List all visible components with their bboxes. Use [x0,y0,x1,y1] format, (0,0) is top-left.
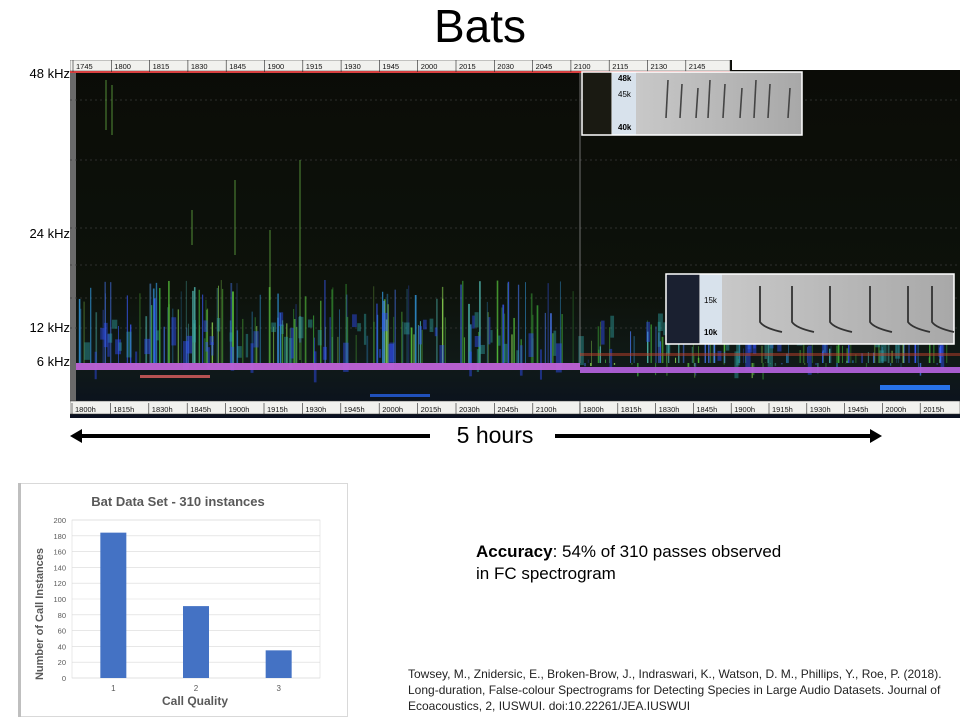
time-tick-label: 1915 [306,62,323,71]
band-6khz [76,363,580,370]
time-tick-label: 2015h [923,405,944,414]
slide-title: Bats [433,0,527,52]
time-tick-label: 2130 [651,62,668,71]
accuracy-text: : 54% of 310 passes observed in FC spect… [476,542,782,583]
time-tick-label: 1845h [190,405,211,414]
y-tick-label: 0 [62,674,66,683]
time-tick-label: 2030h [459,405,480,414]
time-tick-label: 1845 [229,62,246,71]
time-tick-label: 1930h [810,405,831,414]
bar-quality-1 [100,532,127,678]
x-tick-label: 3 [276,684,281,693]
duration-arrow-right [555,429,882,443]
time-tick-label: 2015h [421,405,442,414]
y-tick-label: 60 [58,627,66,636]
time-tick-label: 2145 [689,62,706,71]
time-tick-label: 2115 [612,62,628,71]
bottom-time-ticks-b: 1800h 1815h 1830h 1845h 1900h 1915h 1930h 1945h… [579,403,944,415]
time-tick-label: 1815h [621,405,642,414]
time-tick-label: 1815 [153,62,170,71]
false-colour-spectrogram: 1745 1800 1815 1830 1845 1900 1915 1930 1945 2000… [70,60,960,418]
time-tick-label: 1945h [344,405,365,414]
y-tick-label: 160 [53,548,66,557]
duration-arrow-left [70,429,430,443]
duration-label: 5 hours [456,422,534,448]
time-tick-label: 1930 [344,62,361,71]
y-tick-label: 40 [58,642,66,651]
y-tick-label: 80 [58,611,66,620]
chart-xlabel: Call Quality [162,694,228,708]
call-streaks [78,71,951,383]
time-tick-label: 1915h [772,405,793,414]
top-time-ticks: 1745 1800 1815 1830 1845 1900 1915 1930 1945 2000… [72,60,706,72]
time-tick-label: 1900h [229,405,250,414]
time-tick-label: 2045 [536,62,553,71]
call-quality-bar-chart: Bat Data Set - 310 instances Number of C… [18,483,348,717]
time-tick-label: 2045h [497,405,518,414]
accuracy-label: Accuracy [476,542,553,561]
time-tick-label: 1930h [305,405,326,414]
chart-ylabel: Number of Call Instances [34,548,46,680]
freq-label-6khz: 6 kHz [36,354,70,369]
time-tick-label: 1800h [583,405,604,414]
y-tick-label: 20 [58,658,66,667]
x-tick-label: 2 [194,684,199,693]
chart-title: Bat Data Set - 310 instances [91,494,264,509]
time-tick-label: 1845h [696,405,717,414]
bottom-time-ticks-a: 1800h 1815h 1830h 1845h 1900h 1915h 1930h 1945h… [71,403,557,415]
inset-spectrogram-top: 48k 45k 40k [581,71,803,136]
citation: Towsey, M., Znidersic, E., Broken-Brow, … [408,667,942,713]
time-tick-label: 2100h [536,405,557,414]
time-tick-label: 1900h [734,405,755,414]
time-tick-label: 2000h [885,405,906,414]
inset-top-label-45k: 45k [618,90,632,99]
time-tick-label: 2015 [459,62,476,71]
freq-label-12khz: 12 kHz [29,320,70,335]
time-tick-label: 1945 [382,62,399,71]
inset-bottom-label-10k: 10k [704,328,718,337]
time-tick-label: 1800 [114,62,131,71]
y-tick-label: 180 [53,532,66,541]
time-tick-label: 2000h [382,405,403,414]
time-tick-label: 2100 [574,62,591,71]
x-tick-label: 1 [111,684,116,693]
time-tick-label: 1830 [191,62,208,71]
time-tick-label: 2030 [497,62,514,71]
y-tick-label: 100 [53,595,66,604]
inset-spectrogram-bottom: 15k 10k [665,273,955,345]
time-tick-label: 1830h [659,405,680,414]
time-tick-label: 1745 [76,62,93,71]
time-tick-label: 1830h [152,405,173,414]
inset-top-label-40k: 40k [618,123,632,132]
inset-top-label-48k: 48k [618,74,632,83]
bar-quality-3 [265,650,292,678]
time-tick-label: 1815h [113,405,134,414]
time-tick-label: 1900 [268,62,285,71]
time-tick-label: 1915h [267,405,288,414]
freq-label-24khz: 24 kHz [29,226,70,241]
inset-bottom-label-15k: 15k [704,296,718,305]
bar-quality-2 [183,606,209,678]
time-tick-label: 1800h [75,405,96,414]
y-tick-label: 200 [53,516,66,525]
accuracy-statement: Accuracy: 54% of 310 passes observed in … [476,541,796,585]
time-tick-label: 1945h [848,405,869,414]
freq-label-48khz: 48 kHz [29,66,70,81]
y-tick-label: 120 [53,579,66,588]
time-tick-label: 2000 [421,62,438,71]
y-tick-label: 140 [53,563,66,572]
